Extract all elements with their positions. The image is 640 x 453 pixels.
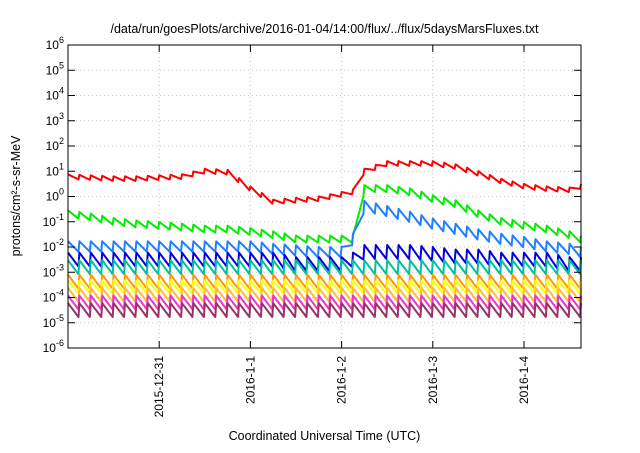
y-tick-label: 10-6 bbox=[43, 338, 64, 355]
y-tick-exponent: 5 bbox=[59, 60, 64, 70]
y-tick-label: 100 bbox=[46, 187, 64, 204]
x-axis-label: Coordinated Universal Time (UTC) bbox=[229, 429, 421, 443]
y-tick-exponent: -1 bbox=[56, 212, 64, 222]
y-tick-exponent: -5 bbox=[56, 313, 64, 323]
y-tick-label: 10-5 bbox=[43, 313, 64, 330]
x-tick-label: 2016-1-3 bbox=[426, 356, 440, 404]
y-tick-exponent: -2 bbox=[56, 237, 64, 247]
x-tick-label: 2015-12-31 bbox=[152, 356, 166, 418]
y-tick-exponent: -3 bbox=[56, 262, 64, 272]
y-tick-label: 10-3 bbox=[43, 262, 64, 279]
y-tick-label: 10-4 bbox=[43, 288, 64, 305]
y-tick-label: 101 bbox=[46, 161, 64, 178]
y-tick-exponent: -6 bbox=[56, 338, 64, 348]
series-lines bbox=[67, 160, 582, 318]
y-tick-exponent: 2 bbox=[59, 136, 64, 146]
y-tick-label: 106 bbox=[46, 35, 64, 52]
chart-title: /data/run/goesPlots/archive/2016-01-04/1… bbox=[110, 22, 539, 36]
x-tick-label: 2016-1-1 bbox=[243, 356, 257, 404]
y-tick-exponent: 3 bbox=[59, 111, 64, 121]
x-tick-label: 2016-1-2 bbox=[335, 356, 349, 404]
y-tick-label: 10-2 bbox=[43, 237, 64, 254]
y-axis-label: protons/cm²-s-sr-MeV bbox=[9, 135, 23, 257]
y-tick-label: 104 bbox=[46, 86, 64, 103]
y-tick-exponent: 1 bbox=[59, 161, 64, 171]
series-line-9 bbox=[67, 294, 582, 311]
series-line-5 bbox=[67, 259, 582, 276]
series-line-2 bbox=[67, 184, 582, 244]
series-line-7 bbox=[67, 279, 582, 295]
y-tick-label: 103 bbox=[46, 111, 64, 128]
y-tick-label: 102 bbox=[46, 136, 64, 153]
series-line-4 bbox=[67, 244, 582, 272]
y-tick-label: 105 bbox=[46, 60, 64, 77]
axis-ticks: 10610510410310210110010-110-210-310-410-… bbox=[43, 35, 581, 417]
y-tick-exponent: -4 bbox=[56, 288, 64, 298]
x-tick-label: 2016-1-4 bbox=[517, 356, 531, 404]
y-tick-exponent: 6 bbox=[59, 35, 64, 45]
series-line-1 bbox=[67, 160, 582, 205]
series-line-3 bbox=[67, 199, 582, 259]
series-line-8 bbox=[67, 286, 582, 303]
series-line-6 bbox=[67, 273, 582, 290]
y-tick-exponent: 4 bbox=[59, 86, 64, 96]
y-tick-exponent: 0 bbox=[59, 187, 64, 197]
y-tick-label: 10-1 bbox=[43, 212, 64, 229]
series-line-10 bbox=[67, 302, 582, 318]
